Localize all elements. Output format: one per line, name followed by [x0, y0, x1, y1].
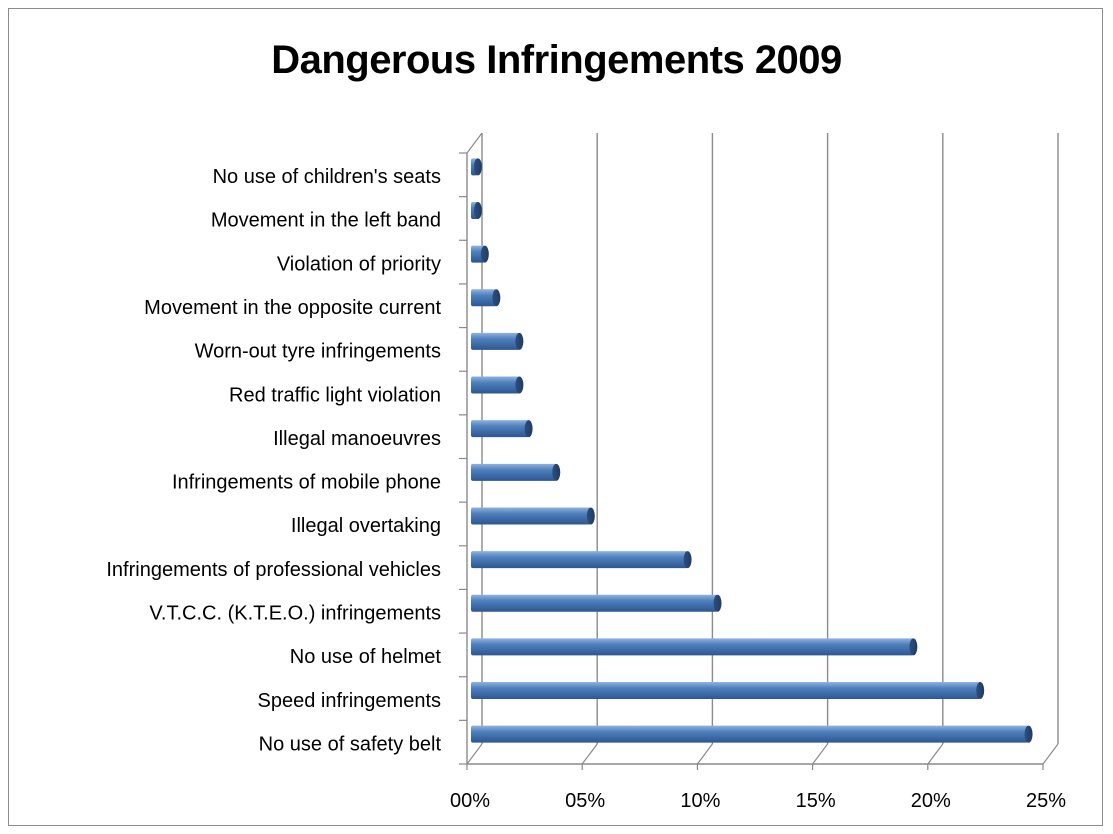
bar-cap	[552, 463, 561, 481]
bar-body	[471, 507, 591, 525]
bar	[471, 551, 692, 569]
category-label: V.T.C.C. (K.T.E.O.) infringements	[149, 603, 441, 625]
bar-cap	[976, 682, 985, 700]
bar-body	[471, 551, 688, 569]
x-tick-label: 15%	[796, 790, 836, 812]
category-label: Infringements of professional vehicles	[106, 559, 441, 581]
bar-body	[471, 682, 981, 700]
bar-cap	[909, 638, 918, 656]
bar-body	[471, 725, 1029, 743]
bar	[471, 682, 985, 700]
bar	[471, 289, 501, 307]
bar-cap	[683, 551, 692, 569]
category-label: No use of safety belt	[259, 733, 442, 755]
bar	[471, 332, 524, 350]
bar-body	[471, 638, 914, 656]
category-label: Movement in the left band	[211, 210, 441, 232]
x-tick-label: 10%	[680, 790, 720, 812]
bar-body	[471, 289, 497, 307]
side-wall-edge	[466, 132, 483, 154]
category-label: Red traffic light violation	[229, 384, 441, 406]
category-label: Infringements of mobile phone	[172, 472, 441, 494]
x-tick-label: 25%	[1026, 790, 1066, 812]
category-label: Movement in the opposite current	[144, 297, 441, 319]
bar-body	[471, 420, 529, 438]
category-label: Worn-out tyre infringements	[195, 341, 441, 363]
bar-cap	[492, 289, 501, 307]
bar	[471, 594, 722, 612]
x-tick-label: 20%	[911, 790, 951, 812]
bar-cap	[713, 594, 722, 612]
category-label: Illegal overtaking	[291, 515, 441, 537]
bar-body	[471, 594, 718, 612]
bar	[471, 158, 482, 176]
bar	[471, 420, 533, 438]
bar-body	[471, 332, 520, 350]
bar	[471, 725, 1033, 743]
floor-edge	[927, 743, 944, 765]
bar-cap	[473, 158, 482, 176]
bar	[471, 376, 524, 394]
category-label: Illegal manoeuvres	[273, 428, 441, 450]
bar-body	[471, 376, 520, 394]
bar-cap	[515, 376, 524, 394]
bar-cap	[480, 245, 489, 263]
bar-cap	[515, 332, 524, 350]
category-label: No use of helmet	[290, 646, 442, 668]
bar-cap	[473, 201, 482, 219]
bar	[471, 638, 918, 656]
x-tick-label: 00%	[450, 790, 490, 812]
floor-edge	[466, 743, 483, 765]
bar-cap	[524, 420, 533, 438]
bar-cap	[586, 507, 595, 525]
chart-title: Dangerous Infringements 2009	[271, 38, 842, 82]
category-label: Violation of priority	[277, 253, 441, 275]
category-label: No use of children's seats	[213, 166, 441, 188]
bar-body	[471, 463, 557, 481]
category-label: Speed infringements	[258, 690, 441, 712]
floor-edge	[1042, 743, 1059, 765]
floor-edge	[696, 743, 713, 765]
bar	[471, 245, 489, 263]
x-tick-label: 05%	[565, 790, 605, 812]
floor-edge	[581, 743, 598, 765]
floor-edge	[812, 743, 829, 765]
bar	[471, 201, 482, 219]
bar	[471, 507, 595, 525]
bar	[471, 463, 561, 481]
bar-cap	[1024, 725, 1033, 743]
